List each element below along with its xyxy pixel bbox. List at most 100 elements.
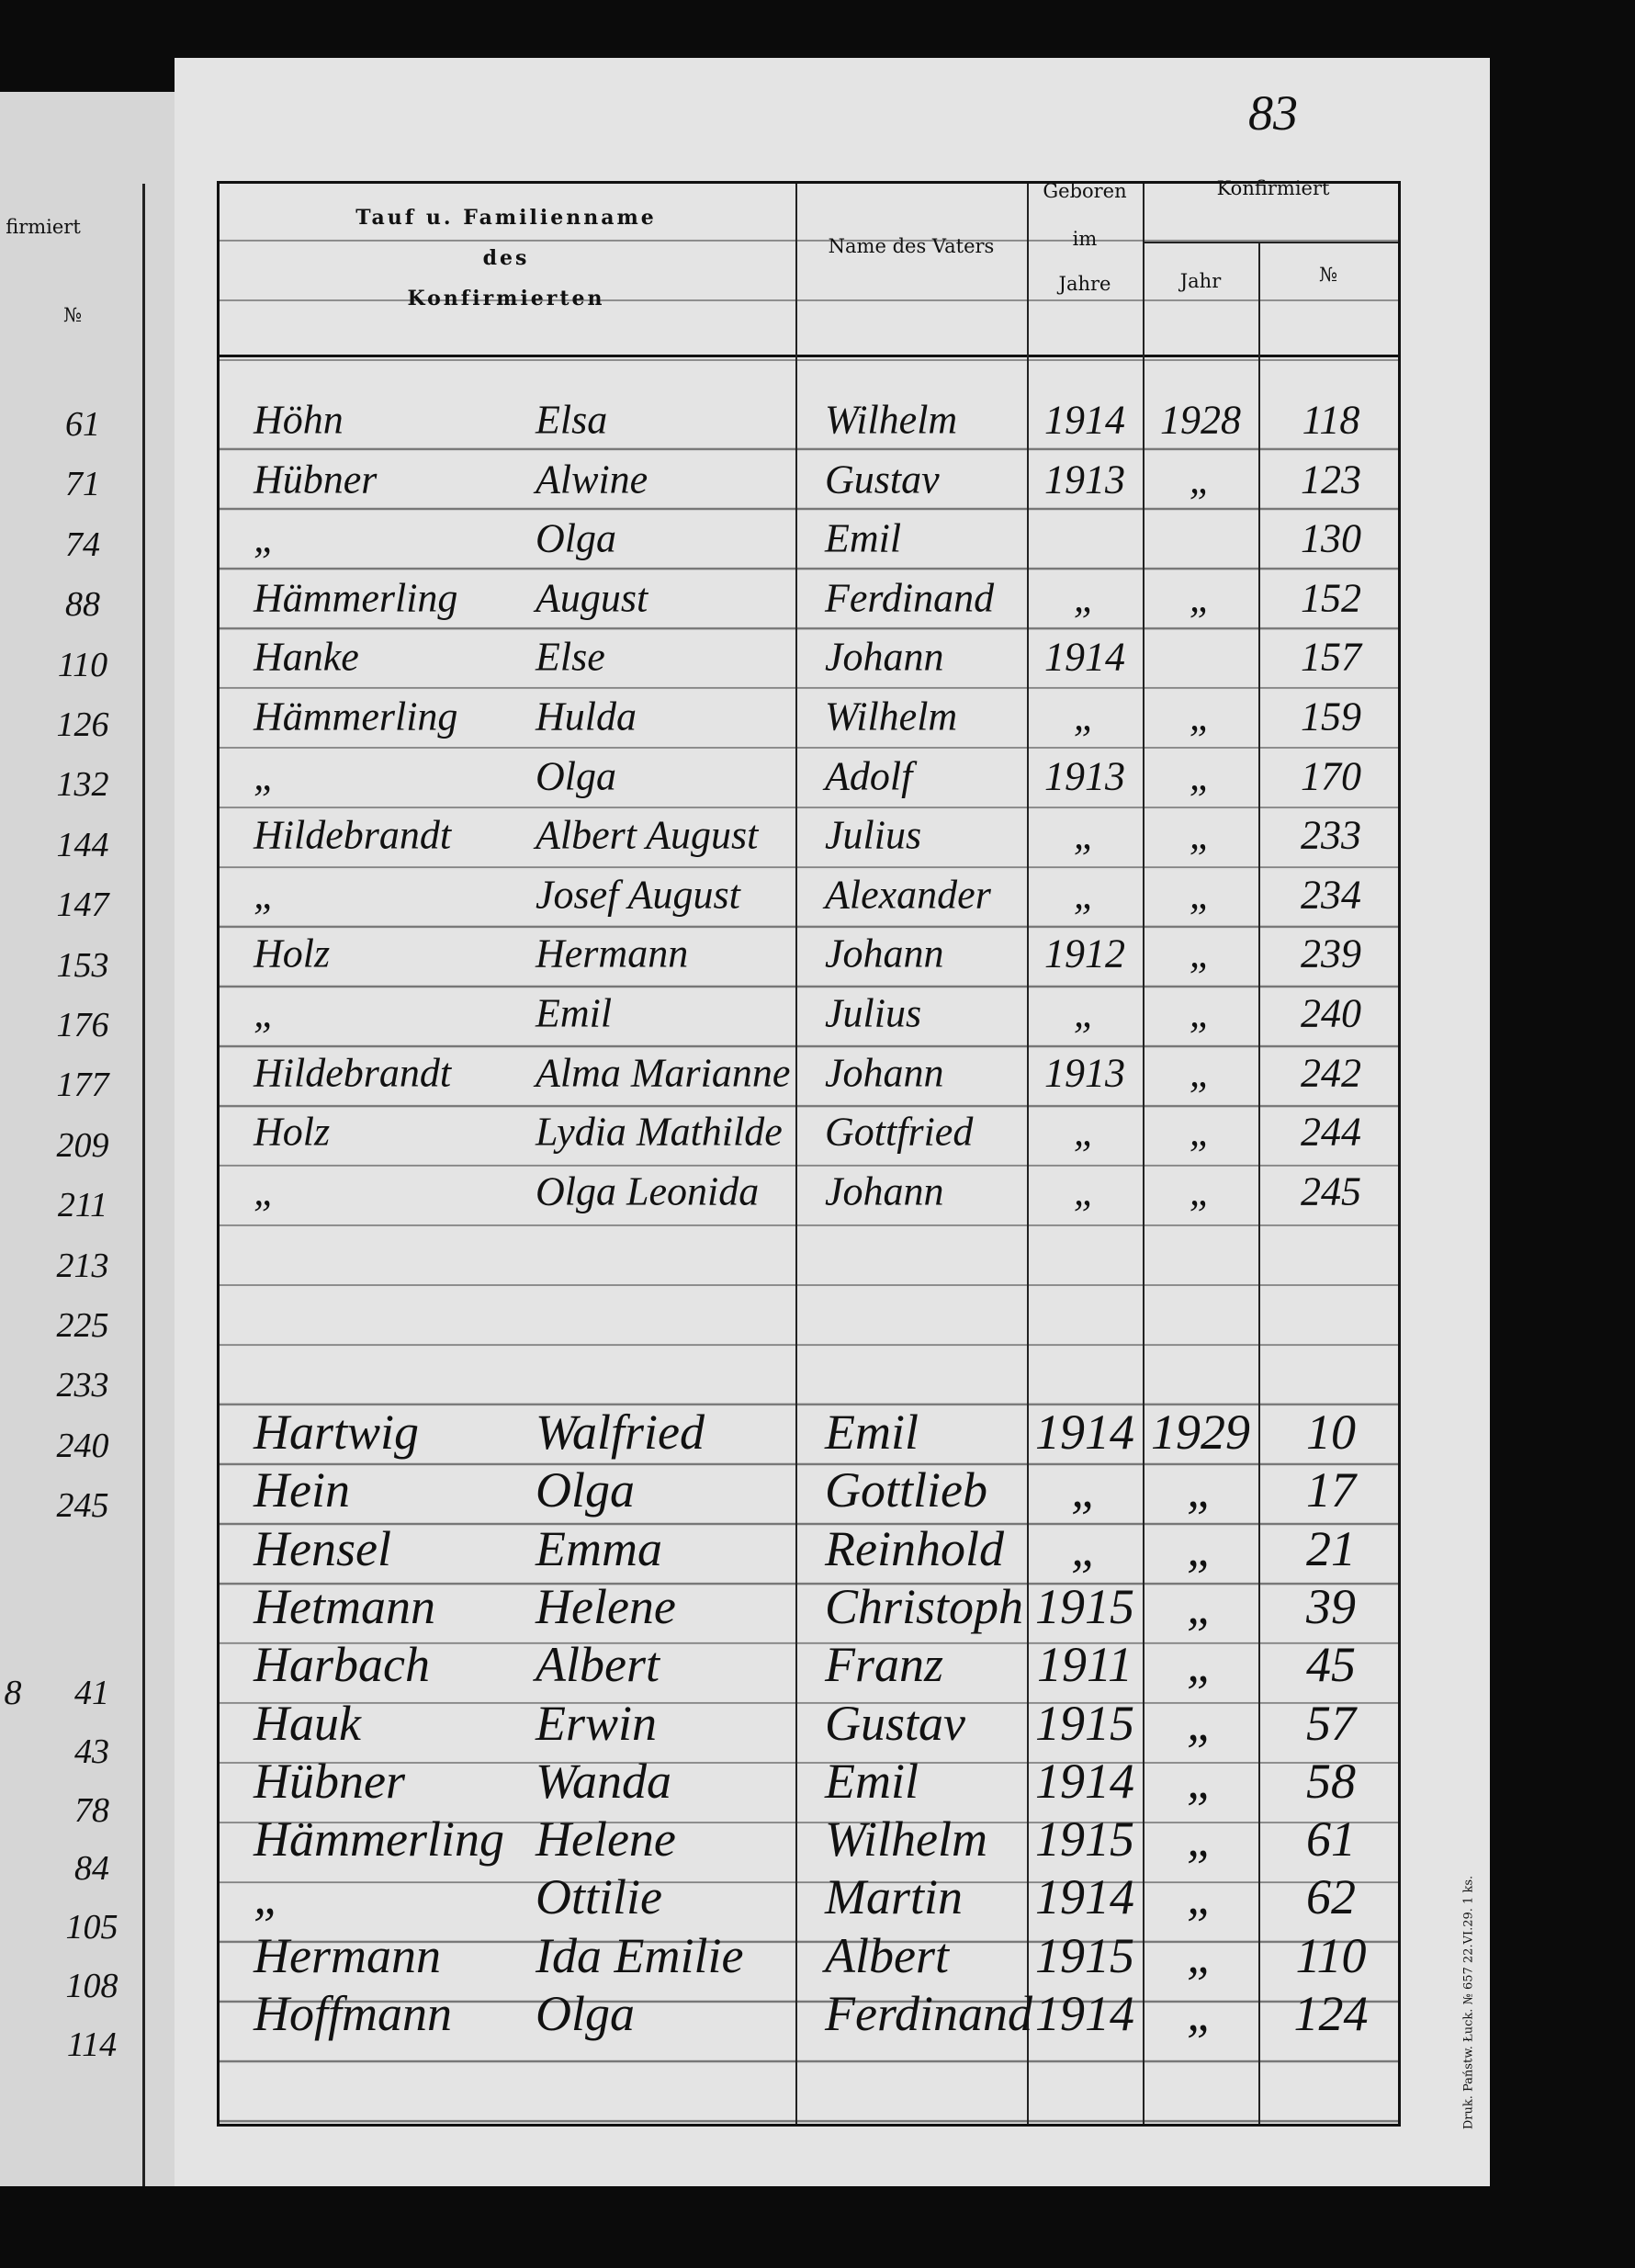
confirmation-year: „ xyxy=(1189,990,1212,1036)
father-name: Gustav xyxy=(825,1695,965,1751)
given-name: Ida Emilie xyxy=(536,1927,744,1983)
birth-year: 1914 xyxy=(1035,1405,1134,1460)
confirmation-number: 110 xyxy=(1295,1927,1367,1983)
rule xyxy=(142,184,145,2186)
father-name: Julius xyxy=(825,990,922,1036)
father-name: Gottfried xyxy=(825,1109,974,1155)
surname: Harbach xyxy=(254,1637,430,1693)
birth-year: 1913 xyxy=(1044,457,1125,502)
left-number: 144 xyxy=(56,825,109,864)
confirmation-number: 157 xyxy=(1301,634,1361,680)
left-number: 225 xyxy=(56,1306,109,1345)
surname: Hoffmann xyxy=(254,1986,452,2041)
confirmation-year: „ xyxy=(1189,753,1212,799)
left-number: 213 xyxy=(56,1246,109,1285)
birth-year: „ xyxy=(1073,872,1097,918)
given-name: Erwin xyxy=(536,1695,658,1751)
birth-year: „ xyxy=(1073,694,1097,739)
birth-year: 1914 xyxy=(1044,634,1125,680)
surname: „ xyxy=(254,1168,276,1214)
left-number: 147 xyxy=(56,886,109,925)
header-name: Tauf u. Familienname xyxy=(355,206,657,230)
father-name: Adolf xyxy=(825,753,913,799)
birth-year: „ xyxy=(1070,1462,1099,1518)
left-number: 61 xyxy=(65,405,100,444)
confirmation-number: 240 xyxy=(1301,990,1361,1036)
confirmation-year: „ xyxy=(1189,575,1212,621)
father-name: Julius xyxy=(825,812,922,858)
header-confirmed: Konfirmiert xyxy=(1216,177,1330,199)
given-name: Albert xyxy=(536,1637,660,1693)
father-name: Ferdinand xyxy=(825,1986,1032,2041)
surname: Hauk xyxy=(254,1695,361,1751)
father-name: Albert xyxy=(825,1927,949,1983)
surname: „ xyxy=(254,753,276,799)
confirmation-year: „ xyxy=(1186,1462,1215,1518)
father-name: Alexander xyxy=(825,872,991,918)
confirmation-year: „ xyxy=(1186,1927,1215,1983)
father-name: Emil xyxy=(825,1405,919,1460)
confirmation-year: 1928 xyxy=(1160,397,1241,443)
birth-year: 1914 xyxy=(1035,1753,1134,1809)
confirmation-year: „ xyxy=(1186,1695,1215,1751)
given-name: Olga xyxy=(536,753,616,799)
header-name: des xyxy=(482,246,530,270)
birth-year: 1913 xyxy=(1044,753,1125,799)
birth-year: 1911 xyxy=(1037,1637,1133,1693)
birth-year: „ xyxy=(1070,1520,1099,1576)
birth-year: 1915 xyxy=(1035,1695,1134,1751)
surname: Hübner xyxy=(254,1753,405,1809)
left-number: 132 xyxy=(56,765,109,805)
left-number: 41 xyxy=(74,1674,109,1712)
surname: „ xyxy=(254,515,276,561)
father-name: Emil xyxy=(825,515,902,561)
confirmation-number: 10 xyxy=(1306,1405,1356,1460)
given-name: Emil xyxy=(536,990,613,1036)
header-born: im xyxy=(1072,228,1098,250)
left-number: 88 xyxy=(65,585,100,625)
surname: Hübner xyxy=(254,457,378,502)
surname: Hetmann xyxy=(254,1578,435,1634)
father-name: Johann xyxy=(825,634,944,680)
surname: Höhn xyxy=(254,397,344,443)
surname: Holz xyxy=(254,1109,331,1155)
confirmation-number: 244 xyxy=(1301,1109,1361,1155)
confirmation-year: „ xyxy=(1189,1168,1212,1214)
confirmation-year: „ xyxy=(1189,1050,1212,1096)
given-name: Olga xyxy=(536,1986,635,2041)
father-name: Reinhold xyxy=(825,1520,1004,1576)
confirmation-number: 239 xyxy=(1301,931,1361,976)
given-name: Alma Marianne xyxy=(536,1050,791,1096)
page-number: 83 xyxy=(1248,85,1298,141)
birth-year: „ xyxy=(1073,575,1097,621)
surname: Hartwig xyxy=(254,1405,420,1460)
birth-year: „ xyxy=(1073,1109,1097,1155)
left-number: 108 xyxy=(65,1967,118,2005)
surname: Hildebrandt xyxy=(254,812,452,858)
surname: Hanke xyxy=(254,634,359,680)
father-name: Gottlieb xyxy=(825,1462,987,1518)
given-name: Albert August xyxy=(536,812,759,858)
surname: Hensel xyxy=(254,1520,391,1576)
left-number: 211 xyxy=(57,1186,108,1225)
confirmation-year: „ xyxy=(1186,1520,1215,1576)
column-rule xyxy=(1027,184,1029,2124)
birth-year: 1912 xyxy=(1044,931,1125,976)
confirmation-number: 62 xyxy=(1306,1869,1356,1925)
father-name: Franz xyxy=(825,1637,944,1693)
confirmation-year: „ xyxy=(1189,694,1212,739)
confirmation-number: 57 xyxy=(1306,1695,1356,1751)
confirmation-number: 130 xyxy=(1301,515,1361,561)
father-name: Gustav xyxy=(825,457,940,502)
given-name: Lydia Mathilde xyxy=(536,1109,783,1155)
left-number: 209 xyxy=(56,1125,109,1165)
birth-year: 1913 xyxy=(1044,1050,1125,1096)
left-number: 74 xyxy=(65,525,100,564)
surname: „ xyxy=(254,1869,282,1925)
left-number: 176 xyxy=(56,1006,109,1044)
confirmation-year: „ xyxy=(1186,1986,1215,2041)
father-name: Ferdinand xyxy=(825,575,995,621)
left-number: 78 xyxy=(74,1790,109,1830)
left-number: 126 xyxy=(56,705,109,744)
confirmation-year: „ xyxy=(1186,1869,1215,1925)
